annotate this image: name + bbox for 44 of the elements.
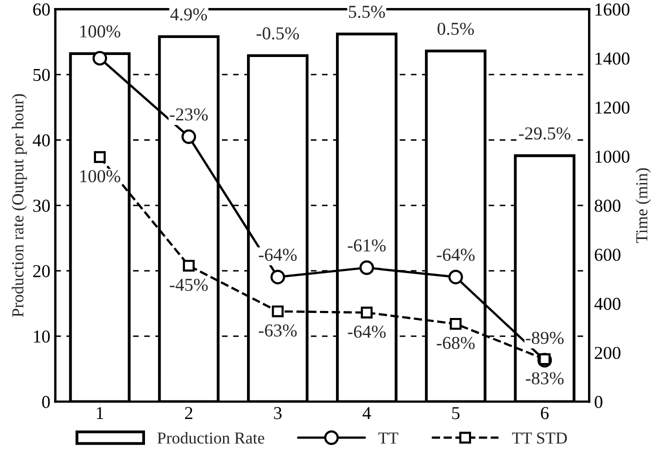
annotation: -23% [170, 108, 208, 121]
y2-axis-title: Time (min) [636, 168, 651, 243]
x-tick-label: 5 [452, 407, 460, 420]
y2-tick-label: 1400 [596, 52, 630, 65]
annotation: 4.9% [170, 8, 207, 21]
annotation: -29.5% [519, 127, 570, 140]
y2-tick-label: 1000 [596, 150, 630, 163]
annotation: -61% [348, 239, 386, 252]
legend-label: TT [378, 432, 398, 444]
x-tick-label: 2 [185, 407, 192, 420]
x-tick-label: 6 [540, 407, 549, 420]
annotation: 0.5% [438, 22, 474, 35]
annotation: -64% [348, 326, 386, 338]
y-tick-label: 60 [33, 3, 50, 16]
x-tick-label: 4 [362, 407, 371, 420]
annotation: -0.5% [256, 27, 299, 40]
annotation: -63% [258, 324, 297, 337]
y2-tick-label: 0 [594, 396, 602, 408]
y2-tick-label: 200 [594, 346, 620, 360]
annotation: -89% [526, 332, 564, 344]
y2-tick-label: 400 [594, 298, 620, 310]
annotation: 100% [80, 25, 120, 38]
y2-tick-label: 1600 [596, 3, 630, 16]
y2-tick-label: 800 [594, 200, 620, 212]
y-tick-label: 10 [34, 330, 50, 343]
y-tick-label: 40 [32, 134, 50, 146]
y-tick-label: 30 [33, 200, 50, 212]
legend-label: TT STD [512, 432, 567, 444]
y-tick-label: 0 [42, 396, 50, 408]
x-tick-label: 3 [274, 407, 282, 420]
annotation: -45% [170, 278, 208, 291]
y2-tick-label: 1200 [596, 102, 630, 114]
legend-label: Production Rate [157, 432, 264, 444]
annotation: -68% [436, 336, 475, 350]
annotation: -64% [258, 248, 297, 261]
y-axis-title: Production rate (Output per hour) [12, 94, 27, 317]
annotation: 100% [80, 170, 120, 182]
y-tick-label: 50 [33, 68, 50, 82]
x-tick-label: 1 [96, 407, 104, 420]
annotation: -83% [526, 372, 564, 384]
y-tick-label: 20 [33, 265, 50, 278]
annotation: 5.5% [348, 6, 385, 18]
y2-tick-label: 600 [594, 248, 620, 261]
annotation: -64% [436, 248, 475, 261]
